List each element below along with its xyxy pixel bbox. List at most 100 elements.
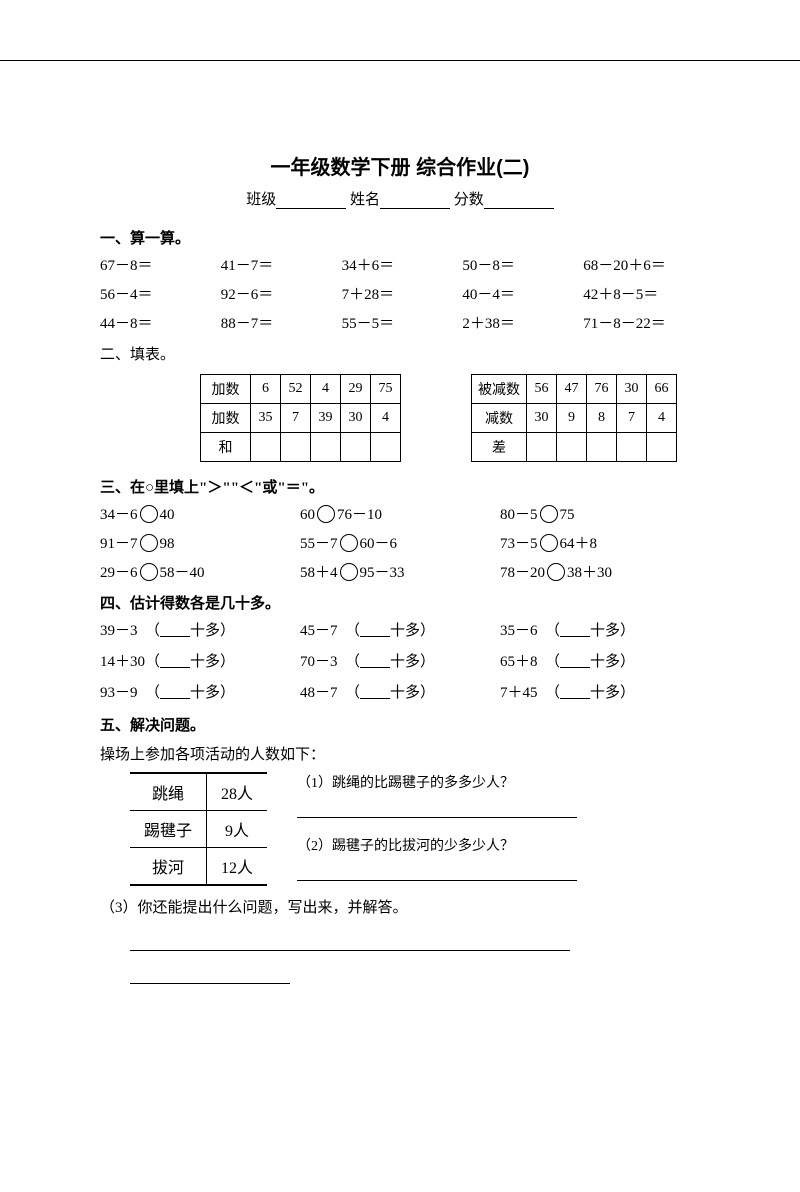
q5-sub1: （1）跳绳的比踢毽子的多多少人？ [297, 772, 700, 792]
cell: 66 [647, 375, 677, 404]
circle-blank[interactable] [340, 563, 358, 581]
name-label: 姓名 [350, 192, 380, 208]
est-item: 45－7 （十多） [300, 619, 500, 640]
cell: 75 [371, 375, 401, 404]
cell-blank[interactable] [311, 433, 341, 462]
compare-item: 73－5 64＋8 [500, 532, 700, 553]
suffix: 十多） [190, 685, 235, 701]
est-blank[interactable] [160, 625, 190, 637]
lhs: 60 [300, 507, 315, 523]
cell: 6 [251, 375, 281, 404]
addition-table: 加数 6 52 4 29 75 加数 35 7 39 30 4 和 [200, 374, 401, 462]
t1-r1-label: 加数 [201, 375, 251, 404]
cell-blank[interactable] [587, 433, 617, 462]
answer-blank[interactable] [130, 970, 290, 984]
cell-blank[interactable] [647, 433, 677, 462]
expr: 48－7 [300, 685, 338, 701]
calc-item: 67－8＝ [100, 254, 217, 275]
est-blank[interactable] [160, 656, 190, 668]
cell: 7 [617, 404, 647, 433]
est-item: 7＋45 （十多） [500, 681, 700, 702]
expr: 14＋30 [100, 654, 145, 670]
compare-item: 78－2038＋30 [500, 561, 700, 582]
est-blank[interactable] [560, 687, 590, 699]
answer-blank[interactable] [297, 804, 577, 818]
lhs: 91－7 [100, 536, 138, 552]
cell: 30 [341, 404, 371, 433]
suffix: 十多） [190, 654, 235, 670]
page-title: 一年级数学下册 综合作业(二) [100, 151, 700, 180]
cell-blank[interactable] [617, 433, 647, 462]
est-item: 70－3 （十多） [300, 650, 500, 671]
cell: 4 [371, 404, 401, 433]
calc-item: 2＋38＝ [462, 312, 579, 333]
est-blank[interactable] [560, 656, 590, 668]
est-item: 39－3 （十多） [100, 619, 300, 640]
cell-blank[interactable] [557, 433, 587, 462]
section5-heading: 五、解决问题。 [100, 714, 700, 735]
est-item: 35－6 （十多） [500, 619, 700, 640]
circle-blank[interactable] [140, 505, 158, 523]
cell: 4 [647, 404, 677, 433]
compare-item: 29－658－40 [100, 561, 300, 582]
circle-blank[interactable] [540, 505, 558, 523]
compare-item: 80－575 [500, 503, 700, 524]
lhs: 55－7 [300, 536, 338, 552]
est-item: 14＋30（十多） [100, 650, 300, 671]
cell: 47 [557, 375, 587, 404]
cell: 12人 [207, 847, 268, 885]
est-blank[interactable] [160, 687, 190, 699]
cell-blank[interactable] [341, 433, 371, 462]
calc-item: 55－5＝ [342, 312, 459, 333]
cell: 29 [341, 375, 371, 404]
circle-blank[interactable] [140, 534, 158, 552]
lhs: 73－5 [500, 536, 538, 552]
cell: 拔河 [130, 847, 207, 885]
expr: 7＋45 [500, 685, 538, 701]
rhs: 64＋8 [560, 536, 598, 552]
t1-r3-label: 和 [201, 433, 251, 462]
class-blank[interactable] [276, 194, 346, 209]
est-blank[interactable] [360, 656, 390, 668]
compare-item: 91－798 [100, 532, 300, 553]
cell: 踢毽子 [130, 811, 207, 848]
est-blank[interactable] [360, 687, 390, 699]
t2-r2-label: 减数 [472, 404, 527, 433]
answer-blank[interactable] [297, 867, 577, 881]
suffix: 十多） [190, 623, 235, 639]
cell: 跳绳 [130, 773, 207, 811]
rhs: 95－33 [360, 565, 405, 581]
est-item: 48－7 （十多） [300, 681, 500, 702]
circle-blank[interactable] [317, 505, 335, 523]
cell-blank[interactable] [281, 433, 311, 462]
cell: 7 [281, 404, 311, 433]
circle-blank[interactable] [140, 563, 158, 581]
class-label: 班级 [246, 192, 276, 208]
subtraction-table: 被减数 56 47 76 30 66 减数 30 9 8 7 4 差 [471, 374, 677, 462]
est-blank[interactable] [360, 625, 390, 637]
name-blank[interactable] [380, 194, 450, 209]
calc-item: 71－8－22＝ [583, 312, 700, 333]
q5-sub2: （2）踢毽子的比拔河的少多少人？ [297, 835, 700, 855]
compare-item: 34－640 [100, 503, 300, 524]
answer-blank[interactable] [130, 937, 570, 951]
section2-heading: 二、填表。 [100, 343, 700, 364]
cell-blank[interactable] [251, 433, 281, 462]
section1-heading: 一、算一算。 [100, 227, 700, 248]
calc-item: 68－20＋6＝ [583, 254, 700, 275]
score-blank[interactable] [484, 194, 554, 209]
cell-blank[interactable] [371, 433, 401, 462]
est-item: 65＋8 （十多） [500, 650, 700, 671]
expr: 45－7 [300, 623, 338, 639]
circle-blank[interactable] [547, 563, 565, 581]
circle-blank[interactable] [340, 534, 358, 552]
rhs: 38＋30 [567, 565, 612, 581]
t2-r3-label: 差 [472, 433, 527, 462]
cell-blank[interactable] [527, 433, 557, 462]
cell: 4 [311, 375, 341, 404]
calc-item: 40－4＝ [462, 283, 579, 304]
section4-heading: 四、估计得数各是几十多。 [100, 592, 700, 613]
compare-item: 55－760－6 [300, 532, 500, 553]
circle-blank[interactable] [540, 534, 558, 552]
est-blank[interactable] [560, 625, 590, 637]
